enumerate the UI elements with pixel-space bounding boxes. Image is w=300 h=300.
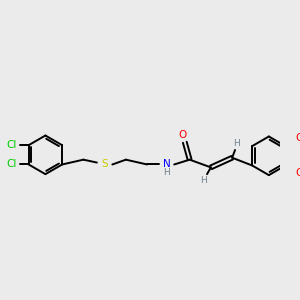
Text: O: O	[295, 134, 300, 143]
Text: H: H	[163, 168, 170, 177]
Text: O: O	[179, 130, 187, 140]
Text: H: H	[200, 176, 206, 185]
Text: H: H	[234, 139, 240, 148]
Text: N: N	[163, 160, 170, 170]
Text: Cl: Cl	[6, 140, 16, 150]
Text: Cl: Cl	[6, 160, 16, 170]
Text: O: O	[295, 168, 300, 178]
Text: S: S	[101, 160, 108, 170]
